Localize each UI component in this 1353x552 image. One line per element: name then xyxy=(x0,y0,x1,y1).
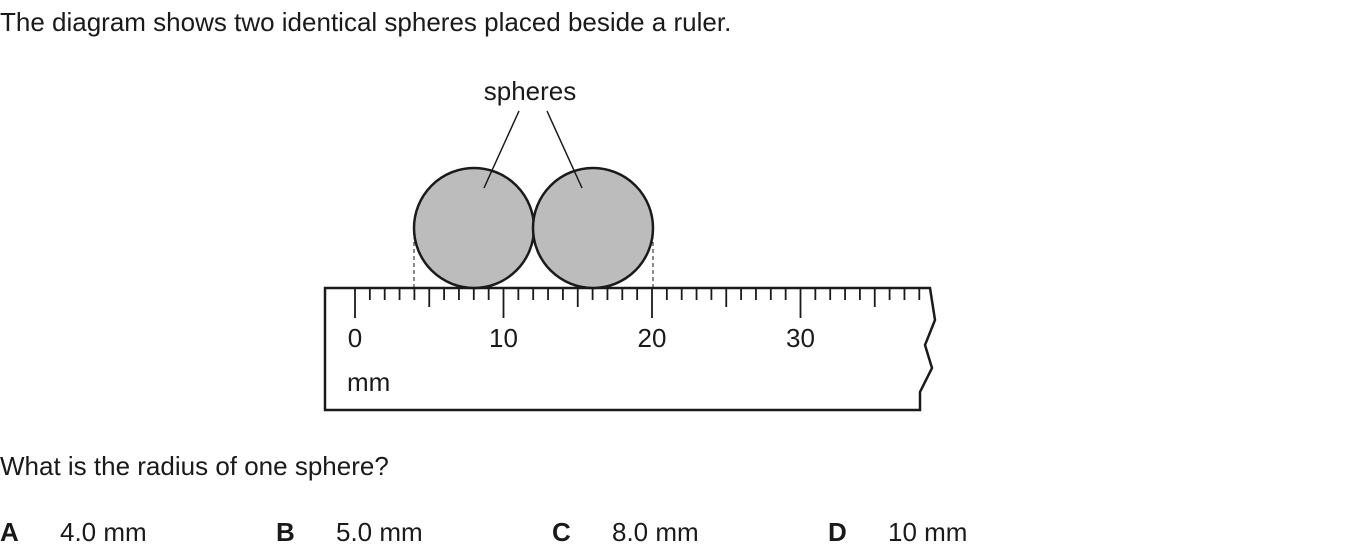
ruler-label: 10 xyxy=(489,323,518,353)
ruler-label: 30 xyxy=(786,323,815,353)
leader-line xyxy=(483,110,520,189)
ruler-label: 0 xyxy=(348,323,362,353)
option-letter: D xyxy=(828,517,847,547)
ruler-label: 20 xyxy=(638,323,667,353)
sphere xyxy=(531,166,655,290)
ruler-unit: mm xyxy=(347,367,390,397)
option-letter: A xyxy=(0,517,19,547)
leader-line xyxy=(546,110,583,189)
ruler-labels: 0 10 20 30 xyxy=(348,323,815,353)
intro: The diagram shows two identical spheres … xyxy=(0,7,732,37)
option-letter: B xyxy=(276,517,295,547)
option-text: 8.0 mm xyxy=(612,517,699,547)
option-text: 4.0 mm xyxy=(60,517,147,547)
ruler-ticks xyxy=(354,288,921,318)
ruler xyxy=(323,286,937,412)
question: What is the radius of one sphere? xyxy=(0,451,389,481)
option-text: 5.0 mm xyxy=(336,517,423,547)
option-letter: C xyxy=(552,517,571,547)
sphere xyxy=(412,166,536,290)
option-text: 10 mm xyxy=(888,517,968,547)
sphere-label: spheres xyxy=(484,76,577,106)
